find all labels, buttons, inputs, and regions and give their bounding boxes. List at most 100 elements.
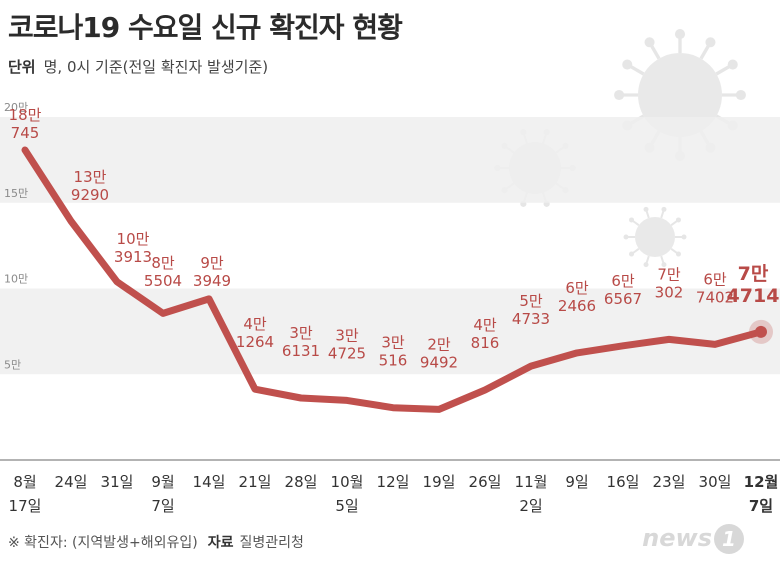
data-label-line1: 3만 xyxy=(289,324,313,342)
x-tick: 30일 xyxy=(699,473,732,491)
chart-title: 코로나19 수요일 신규 확진자 현황 xyxy=(8,11,403,44)
data-label-line2: 4714 xyxy=(727,285,780,307)
data-label-line2: 6567 xyxy=(604,290,642,308)
y-tick-label: 15만 xyxy=(4,187,28,200)
x-tick-label: 14일 xyxy=(193,473,226,491)
grid-band xyxy=(0,288,780,375)
x-tick-label: 7일 xyxy=(749,497,773,515)
x-tick-label: 9일 xyxy=(565,473,588,491)
x-tick: 12일 xyxy=(377,473,410,491)
x-tick-label: 21일 xyxy=(239,473,272,491)
footnote: ※ 확진자: (지역발생+해외유입) 자료 질병관리청 xyxy=(8,532,304,552)
x-tick: 23일 xyxy=(653,473,686,491)
x-tick-label: 19일 xyxy=(423,473,456,491)
x-tick: 31일 xyxy=(101,473,134,491)
x-tick-label: 5일 xyxy=(335,497,358,515)
data-label-line2: 6131 xyxy=(282,342,320,360)
data-label-line2: 4733 xyxy=(512,310,550,328)
data-label-line2: 516 xyxy=(379,352,408,370)
x-tick-label: 10월 xyxy=(331,473,364,491)
source-name: 질병관리청 xyxy=(239,535,304,551)
data-label-line1: 7만 xyxy=(738,263,769,285)
x-tick: 16일 xyxy=(607,473,640,491)
y-tick-label: 10만 xyxy=(4,273,28,286)
x-tick: 14일 xyxy=(193,473,226,491)
x-tick-label: 24일 xyxy=(55,473,88,491)
data-label-line1: 10만 xyxy=(117,230,150,248)
data-label-line2: 745 xyxy=(11,124,40,142)
data-label-line1: 7만 xyxy=(657,265,681,283)
x-tick-label: 28일 xyxy=(285,473,318,491)
data-label-line2: 1264 xyxy=(236,333,274,351)
data-label-line2: 816 xyxy=(471,334,500,352)
y-axis: 20만 15만 10만 5만 xyxy=(4,101,28,371)
x-tick-label: 7일 xyxy=(151,497,174,515)
grid-band xyxy=(0,117,780,203)
data-label-line1: 6만 xyxy=(703,270,727,288)
series-polyline xyxy=(21,146,765,413)
x-tick-label: 12일 xyxy=(377,473,410,491)
data-label-line2: 7402 xyxy=(696,288,734,306)
data-label-line2: 9492 xyxy=(420,353,458,371)
logo-mark: 1 xyxy=(714,524,744,554)
source-label: 자료 xyxy=(207,535,234,551)
data-label-line2: 3949 xyxy=(193,272,231,290)
data-label-line1: 3만 xyxy=(335,326,359,344)
footnote-note: ※ 확진자: (지역발생+해외유입) xyxy=(8,535,198,551)
y-tick-label: 20만 xyxy=(4,101,28,114)
x-tick-label: 9월 xyxy=(151,473,174,491)
x-tick-label: 17일 xyxy=(9,497,42,515)
news1-logo: news 1 xyxy=(642,524,744,554)
data-label-line1: 4만 xyxy=(473,316,497,334)
x-tick: 26일 xyxy=(469,473,502,491)
data-label-line1: 2만 xyxy=(427,335,451,353)
data-label-line2: 2466 xyxy=(558,297,596,315)
data-label-line1: 9만 xyxy=(200,254,224,272)
x-tick-label: 12월 xyxy=(744,473,779,491)
x-tick-label: 26일 xyxy=(469,473,502,491)
x-tick-label: 23일 xyxy=(653,473,686,491)
unit-note: 단위 명, 0시 기준(전일 확진자 발생기준) xyxy=(8,56,268,77)
y-tick-label: 5만 xyxy=(4,358,21,371)
data-label-line1: 6만 xyxy=(565,279,589,297)
x-tick-label: 11월 xyxy=(515,473,548,491)
x-tick-label: 31일 xyxy=(101,473,134,491)
x-tick-label: 16일 xyxy=(607,473,640,491)
data-label-line1: 8만 xyxy=(151,254,175,272)
data-label-line2: 3913 xyxy=(114,248,152,266)
highlight-point xyxy=(755,325,767,338)
data-label-line1: 3만 xyxy=(381,334,405,352)
logo-text: news xyxy=(642,524,712,552)
x-tick: 19일 xyxy=(423,473,456,491)
x-tick: 28일 xyxy=(285,473,318,491)
x-tick: 21일 xyxy=(239,473,272,491)
x-tick-label: 8월 xyxy=(13,473,36,491)
data-label-line2: 5504 xyxy=(144,272,182,290)
data-label-line1: 4만 xyxy=(243,315,267,333)
x-tick: 9일 xyxy=(565,473,588,491)
x-tick-label: 30일 xyxy=(699,473,732,491)
data-label-line2: 302 xyxy=(655,283,684,301)
data-label-line1: 18만 xyxy=(9,106,42,124)
